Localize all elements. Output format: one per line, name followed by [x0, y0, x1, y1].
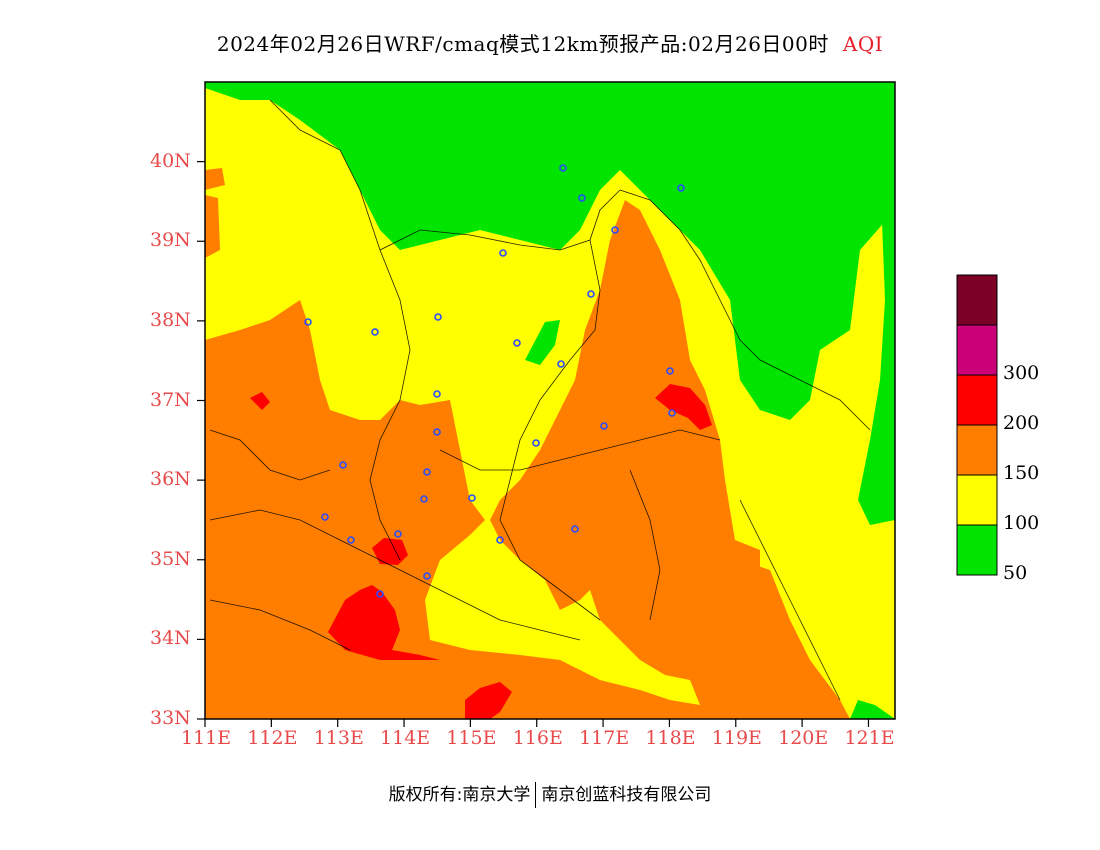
aqi-field	[205, 82, 895, 719]
title-main: 2024年02月26日WRF/cmaq模式12km预报产品:02月26日00时	[216, 32, 829, 56]
copyright-right: 南京创蓝科技有限公司	[541, 785, 712, 805]
title-aqi-tag: AQI	[842, 32, 884, 56]
footer-separator	[535, 782, 537, 808]
legend-swatch	[956, 324, 998, 376]
green-zone-east	[858, 160, 895, 525]
legend-level-label: 100	[1003, 512, 1040, 534]
legend-level-label: 50	[1003, 562, 1028, 584]
lon-label: 114E	[380, 727, 431, 749]
legend-swatch	[956, 424, 998, 476]
lon-label: 117E	[579, 727, 630, 749]
legend-level-label: 150	[1003, 462, 1040, 484]
red-hotspot-37n	[655, 384, 712, 430]
lon-label: 111E	[181, 727, 232, 749]
green-zone-north	[205, 82, 895, 420]
legend-swatch	[956, 274, 998, 326]
green-patch-se	[850, 700, 895, 719]
green-patch-center	[525, 320, 560, 365]
legend-swatch	[956, 474, 998, 526]
legend-level-label: 300	[1003, 362, 1040, 384]
lat-label: 37N	[150, 388, 191, 411]
orange-zone-west	[205, 200, 780, 719]
lon-label: 120E	[778, 727, 829, 749]
lat-label: 38N	[150, 308, 191, 331]
orange-zone-sw	[205, 330, 470, 719]
red-hotspot-w	[250, 392, 270, 410]
lon-label: 112E	[247, 727, 298, 749]
copyright-left: 版权所有:南京大学	[388, 785, 531, 805]
lon-label: 121E	[844, 727, 895, 749]
axis-ticks	[197, 161, 870, 727]
lat-label: 35N	[150, 547, 191, 570]
legend-swatch	[956, 374, 998, 426]
lon-label: 118E	[645, 727, 696, 749]
province-boundaries	[209, 99, 871, 701]
legend-swatch	[956, 524, 998, 576]
lat-label: 39N	[150, 229, 191, 252]
lat-label: 34N	[150, 627, 191, 650]
lon-label: 116E	[512, 727, 563, 749]
lon-label: 119E	[711, 727, 762, 749]
lon-label: 115E	[446, 727, 497, 749]
orange-zone-se	[700, 560, 850, 719]
chart-title: 2024年02月26日WRF/cmaq模式12km预报产品:02月26日00时 A…	[0, 28, 1100, 57]
lat-label: 36N	[150, 468, 191, 491]
city-markers	[304, 164, 685, 598]
orange-patch-nw	[205, 168, 225, 190]
legend-level-label: 200	[1003, 412, 1040, 434]
aqi-legend	[956, 274, 998, 576]
lat-label: 33N	[150, 707, 191, 729]
lon-label: 113E	[313, 727, 364, 749]
lat-label: 40N	[150, 149, 191, 172]
red-hotspot-34n	[328, 585, 440, 660]
red-hotspot-s	[465, 682, 512, 719]
copyright-footer: 版权所有:南京大学 南京创蓝科技有限公司	[0, 780, 1100, 808]
orange-patch-w	[205, 195, 220, 258]
